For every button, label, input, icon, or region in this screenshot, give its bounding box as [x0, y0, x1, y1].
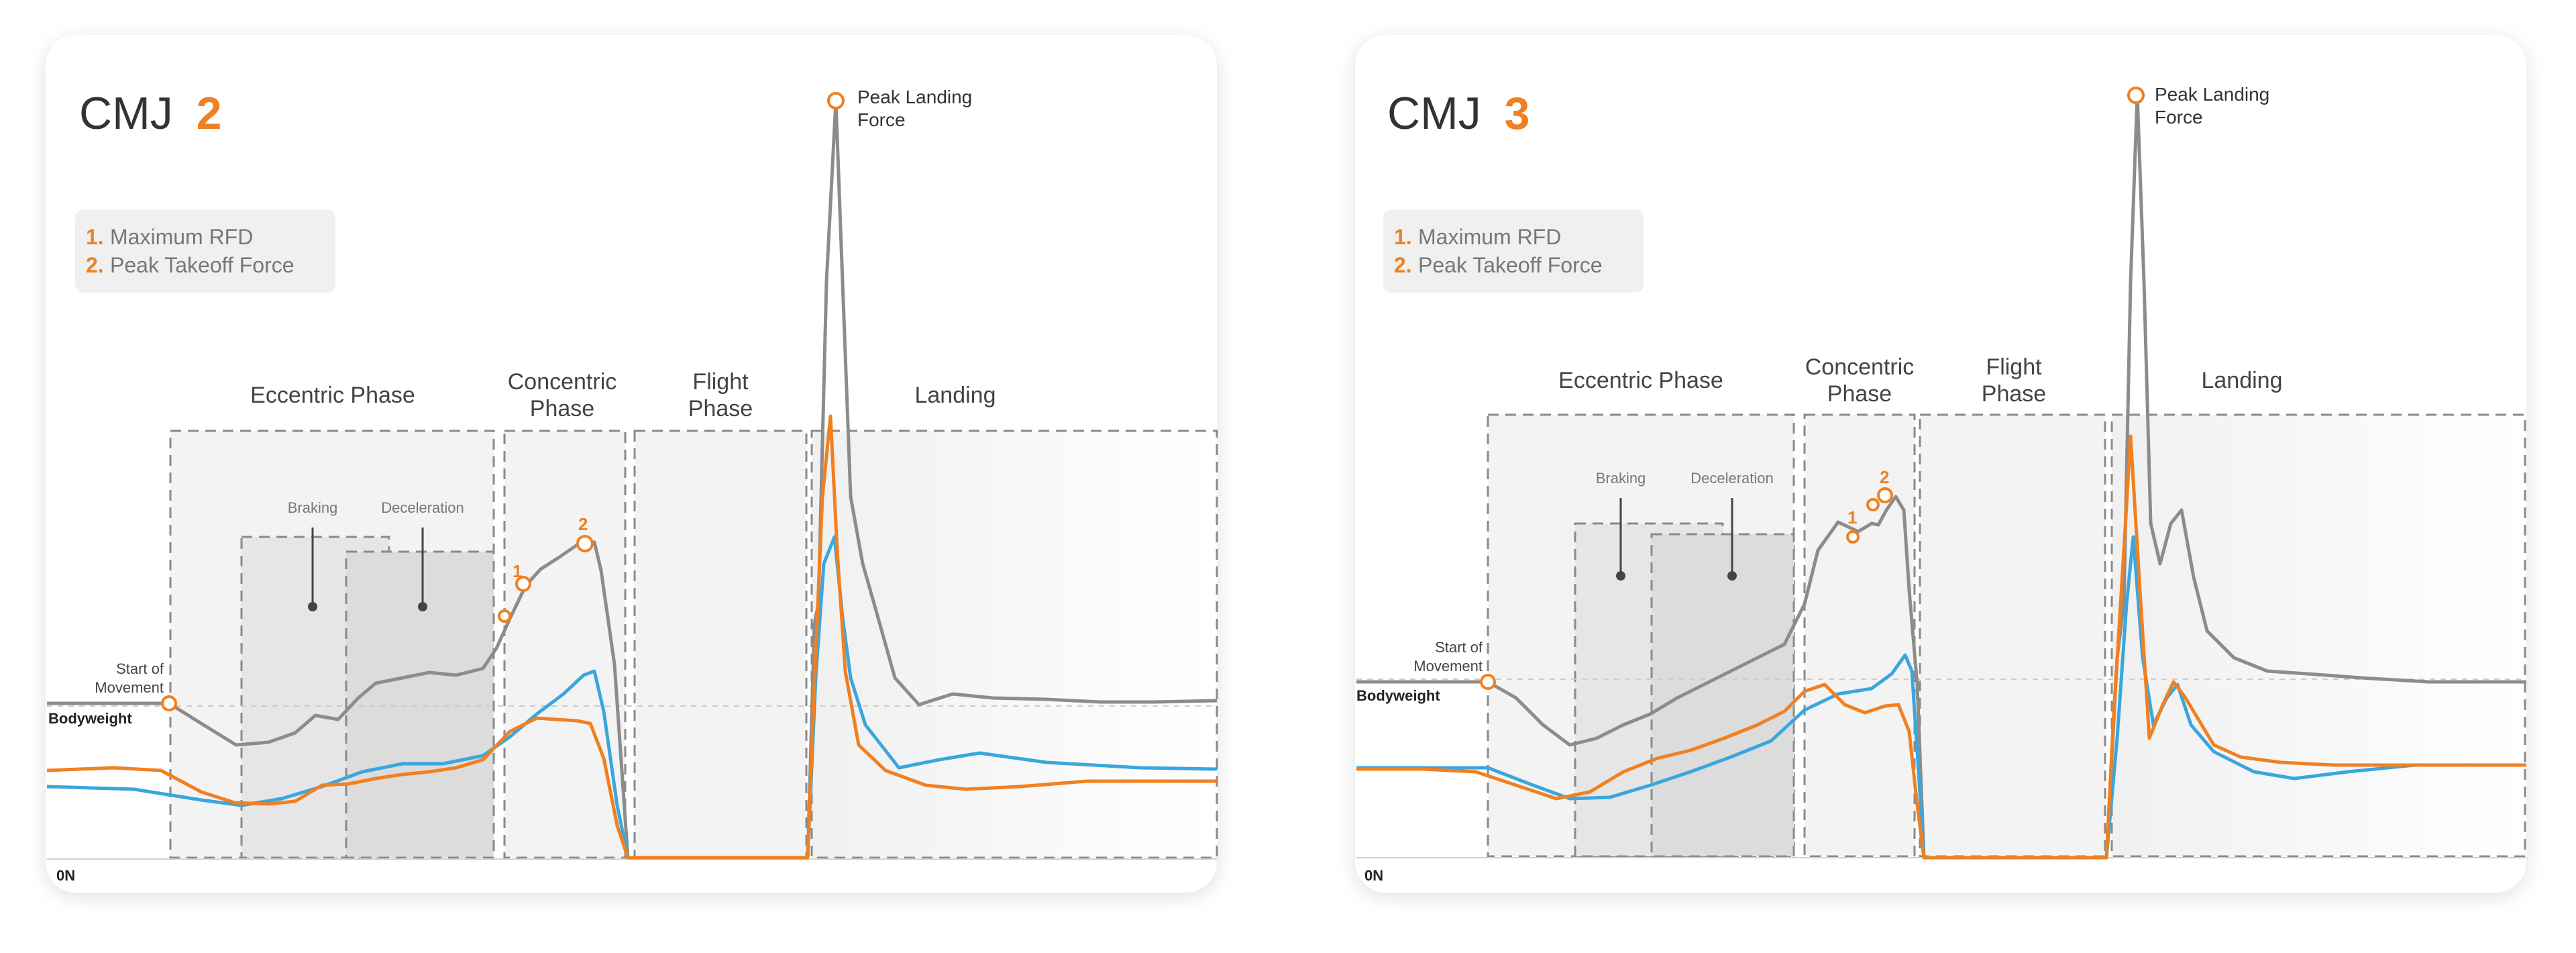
gray-series-line [1356, 92, 2526, 860]
chart-cmj-2: CMJ 2 1. Maximum RFD 2. Peak Takeoff For… [46, 35, 1218, 893]
orange-series-line [46, 414, 1217, 860]
concentric-phase-box [1803, 413, 1916, 858]
title-prefix: CMJ [1387, 88, 1481, 139]
landing-label: Landing [914, 383, 996, 408]
deceleration-label: Deceleration [1690, 470, 1774, 487]
eccentric-label: Eccentric Phase [1558, 368, 1723, 393]
legend-label-1: Maximum RFD [110, 225, 253, 249]
marker-1-label: 1 [513, 561, 522, 581]
concentric-phase-box [503, 430, 627, 859]
start-label-line1: Start of [116, 660, 164, 677]
max-rfd-marker-a [1846, 530, 1860, 544]
marker-1-label: 1 [1847, 507, 1857, 528]
legend-num-1: 1. [1394, 225, 1412, 249]
bodyweight-label: Bodyweight [1356, 687, 1440, 704]
bodyweight-label: Bodyweight [48, 710, 132, 727]
deceleration-pointer-dot [418, 602, 427, 611]
peak-landing-marker [2127, 87, 2145, 104]
flight-phase-box [1919, 413, 2106, 858]
legend-num-2: 2. [1394, 253, 1412, 277]
deceleration-box [345, 550, 495, 859]
landing-phase-box [810, 430, 1218, 859]
chart-cmj-3: CMJ 3 1. Maximum RFD 2. Peak Takeoff For… [1355, 35, 2526, 893]
concentric-label-line1: Concentric [508, 369, 617, 395]
marker-2-label: 2 [1880, 467, 1889, 487]
zero-label: 0N [56, 867, 75, 884]
peak-landing-marker [827, 92, 845, 109]
peak-takeoff-marker [1877, 487, 1893, 503]
concentric-label-line2: Phase [530, 396, 594, 421]
braking-label: Braking [1596, 470, 1646, 487]
title-number: 2 [197, 88, 222, 139]
max-rfd-marker-b [1866, 498, 1880, 511]
max-rfd-marker-a [498, 609, 511, 623]
landing-label: Landing [2201, 368, 2282, 393]
title-number: 3 [1505, 88, 1530, 139]
deceleration-pointer-dot [1727, 571, 1737, 581]
flight-label-line1: Flight [1986, 354, 2042, 380]
braking-pointer-dot [308, 602, 317, 611]
flight-label-line2: Phase [688, 396, 753, 421]
legend-box [75, 209, 335, 293]
start-label-line2: Movement [1413, 658, 1483, 674]
legend-label-1: Maximum RFD [1418, 225, 1561, 249]
braking-label: Braking [288, 499, 338, 516]
flight-label-line1: Flight [692, 369, 749, 395]
concentric-label-line1: Concentric [1805, 354, 1915, 380]
start-label-line2: Movement [95, 679, 164, 696]
start-label-line1: Start of [1435, 639, 1483, 656]
deceleration-label: Deceleration [381, 499, 464, 516]
legend-label-2: Peak Takeoff Force [110, 253, 294, 277]
deceleration-box [1650, 533, 1795, 858]
blue-series-line [1356, 535, 2526, 860]
title-prefix: CMJ [79, 88, 173, 139]
braking-pointer-dot [1616, 571, 1625, 581]
concentric-label-line2: Phase [1827, 381, 1892, 407]
max-rfd-marker-b [515, 576, 531, 592]
start-of-movement-marker [1480, 674, 1496, 690]
chart-title: CMJ 3 [1387, 88, 1530, 139]
peak-label-line2: Force [857, 109, 906, 130]
legend-label-2: Peak Takeoff Force [1418, 253, 1603, 277]
zero-label: 0N [1364, 867, 1383, 884]
start-of-movement-marker [161, 695, 177, 711]
landing-phase-box [2110, 413, 2526, 858]
legend-num-2: 2. [86, 253, 104, 277]
peak-label-line1: Peak Landing [2155, 84, 2269, 105]
gray-series-line [47, 99, 1218, 860]
legend-box [1383, 209, 1644, 293]
chart-title: CMJ 2 [79, 88, 222, 139]
marker-2-label: 2 [578, 514, 588, 534]
orange-series-line [1356, 434, 2526, 860]
peak-takeoff-marker [576, 535, 594, 552]
peak-label-line2: Force [2155, 107, 2203, 128]
flight-phase-box [633, 430, 808, 859]
peak-label-line1: Peak Landing [857, 87, 972, 107]
eccentric-label: Eccentric Phase [250, 383, 415, 408]
flight-label-line2: Phase [1982, 381, 2046, 407]
legend-num-1: 1. [86, 225, 104, 249]
